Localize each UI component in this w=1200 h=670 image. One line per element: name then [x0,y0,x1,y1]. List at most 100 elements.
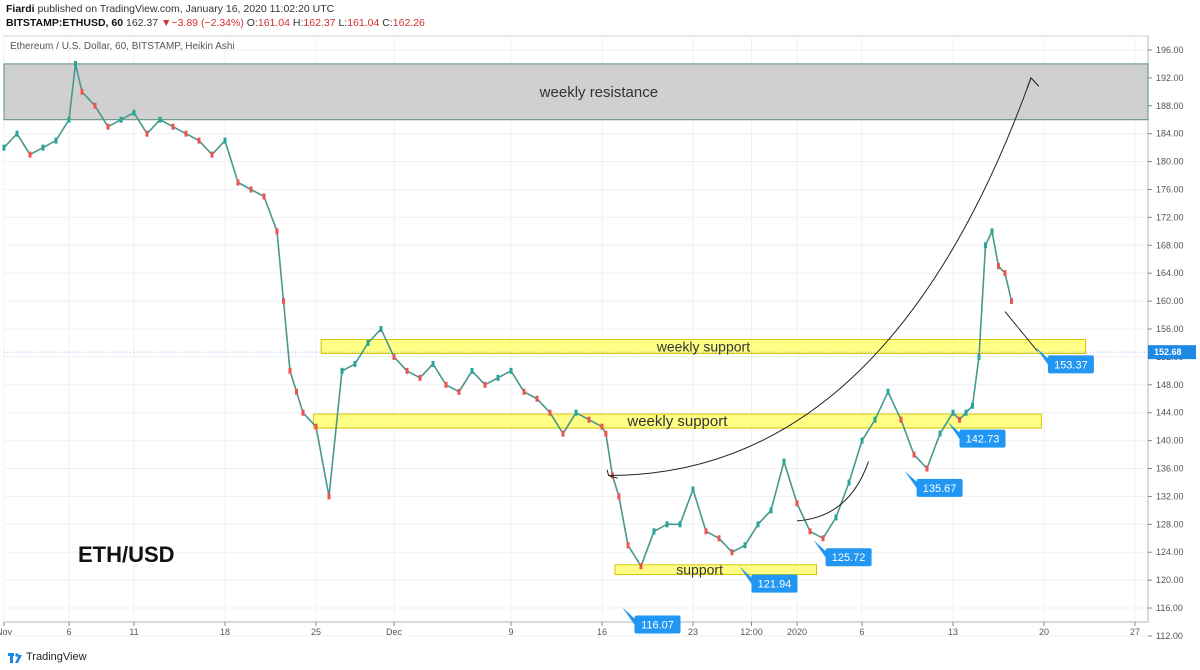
candle [392,353,396,360]
candle [457,388,461,395]
candle [379,326,383,332]
candle [977,353,981,360]
candle [704,528,708,535]
y-tick-label: 120.00 [1156,575,1184,585]
candle [691,486,695,493]
y-tick-label: 172.00 [1156,212,1184,222]
candle [626,542,630,549]
zone-label: weekly resistance [539,84,658,101]
candle [145,130,149,137]
candle [314,423,318,430]
open-value: 161.04 [257,17,290,29]
y-tick-label: 196.00 [1156,45,1184,55]
candle [295,388,298,395]
candle [808,528,812,535]
candle [938,430,942,437]
candle [223,137,227,144]
price-callout [825,548,872,567]
zone-label: support [676,562,723,578]
x-tick-label: Nov [0,627,12,637]
candle [561,430,565,437]
price-callout-label: 135.67 [923,483,957,495]
publisher-name[interactable]: Fiardi [6,3,35,15]
candle [899,416,903,423]
zone-label: weekly support [656,338,750,354]
y-tick-label: 132.00 [1156,491,1184,501]
open-label: O: [246,17,258,29]
candle [617,493,621,500]
chart-area[interactable]: 196.00 192.00 188.00 184.00 180.00 176.00 172.… [0,32,1200,644]
published-text: published on TradingView.com, January 16… [37,3,335,15]
candle [275,228,279,235]
y-tick-label: 144.00 [1156,408,1184,418]
x-tick-label: 11 [129,627,138,637]
support-zone [312,413,1042,429]
x-tick-label: 20 [1039,627,1049,637]
candle [678,521,682,528]
candle [444,381,448,388]
candle [548,409,552,416]
y-tick-label: 188.00 [1156,101,1184,111]
publish-header: Fiardi published on TradingView.com, Jan… [0,0,1200,32]
candle [2,144,6,151]
y-tick-label: 176.00 [1156,184,1184,194]
candle [984,242,987,249]
price-callout-label: 125.72 [832,552,866,564]
chart-title: Ethereum / U.S. Dollar, 60, BITSTAMP, He… [10,41,235,52]
ohlc-line: BITSTAMP:ETHUSD, 60 162.37 ▼−3.89 (−2.34… [6,17,425,29]
y-tick-label: 192.00 [1156,73,1184,83]
y-tick-label: 180.00 [1156,157,1184,167]
candle [821,535,825,542]
last-price: 162.37 [126,17,159,29]
candle [535,395,539,402]
price-callout-label: 153.37 [1054,359,1088,371]
high-value: 162.37 [303,17,336,29]
price-callout [634,615,681,634]
candle [282,298,285,305]
support-zone [320,338,1087,354]
pair-watermark: ETH/USD [78,542,175,567]
projection-arrow-icon [1026,76,1040,89]
support-zone [614,564,817,576]
candle [54,137,58,144]
tradingview-brand[interactable]: TradingView [26,651,87,663]
pullback-arrow [1004,311,1038,352]
x-tick-label: 6 [66,627,71,637]
y-tick-label: 184.00 [1156,129,1184,139]
current-price-label: 152.68 [1154,347,1182,357]
candle [743,542,747,549]
candle [93,102,97,109]
price-chart[interactable]: 196.00 192.00 188.00 184.00 180.00 176.00 172.… [0,32,1200,644]
candle [301,409,305,416]
candle [262,193,266,200]
close-label: C: [382,17,393,29]
y-tick-label: 148.00 [1156,380,1184,390]
y-tick-label: 164.00 [1156,268,1184,278]
x-tick-label: 16 [597,627,607,637]
candle [431,360,435,367]
candle [782,458,786,465]
candle [971,402,974,409]
y-tick-label: 112.00 [1156,631,1183,641]
candle [509,367,513,374]
candle [405,367,409,374]
candle [470,367,474,374]
candle [587,416,591,423]
projection-curve [608,77,1032,476]
candle [652,528,656,535]
y-tick-label: 116.00 [1156,603,1183,613]
price-callout [751,574,798,593]
projection-start-arrow-icon [606,469,618,479]
change-arrow-icon: ▼ [161,17,172,29]
x-tick-label: 2020 [787,627,807,637]
candle [74,60,77,67]
candle [67,116,71,123]
symbol-label: BITSTAMP:ETHUSD, 60 [6,17,124,29]
y-tick-label: 160.00 [1156,296,1184,306]
candle [249,186,253,193]
candle [860,437,864,444]
candle [964,409,968,416]
candle [997,263,1000,270]
low-label: L: [338,17,348,29]
candle [340,367,344,374]
